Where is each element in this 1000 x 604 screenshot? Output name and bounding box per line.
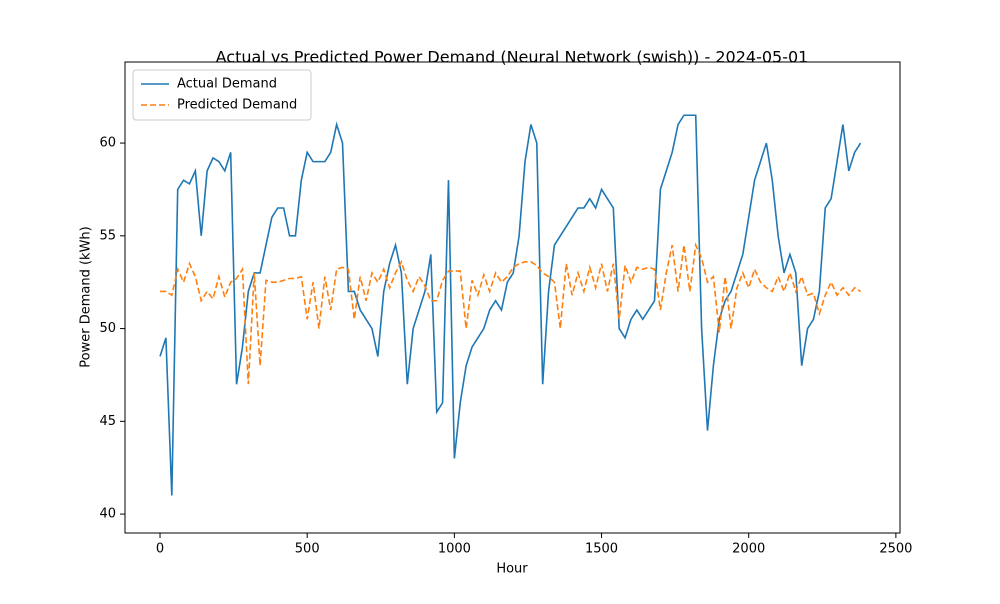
- series-line: [160, 242, 861, 385]
- y-tick-label: 55: [99, 228, 116, 243]
- x-tick-label: 2500: [879, 542, 912, 557]
- y-tick-label: 40: [99, 507, 116, 522]
- chart-title: Actual vs Predicted Power Demand (Neural…: [216, 48, 809, 67]
- x-tick-label: 0: [156, 542, 164, 557]
- x-tick-label: 2000: [732, 542, 765, 557]
- y-tick-label: 50: [99, 321, 116, 336]
- legend-label: Predicted Demand: [177, 98, 297, 113]
- x-tick-label: 1500: [585, 542, 618, 557]
- x-axis-label: Hour: [496, 562, 528, 577]
- legend-box: [132, 69, 312, 121]
- y-axis-label: Power Demand (kWh): [79, 226, 94, 367]
- plot-frame: [124, 61, 901, 534]
- x-tick-label: 1000: [438, 542, 471, 557]
- legend-label: Actual Demand: [177, 77, 277, 92]
- series-line: [159, 114, 862, 496]
- y-tick-label: 45: [99, 414, 116, 429]
- x-tick-label: 500: [295, 542, 320, 557]
- y-tick-label: 60: [99, 136, 116, 151]
